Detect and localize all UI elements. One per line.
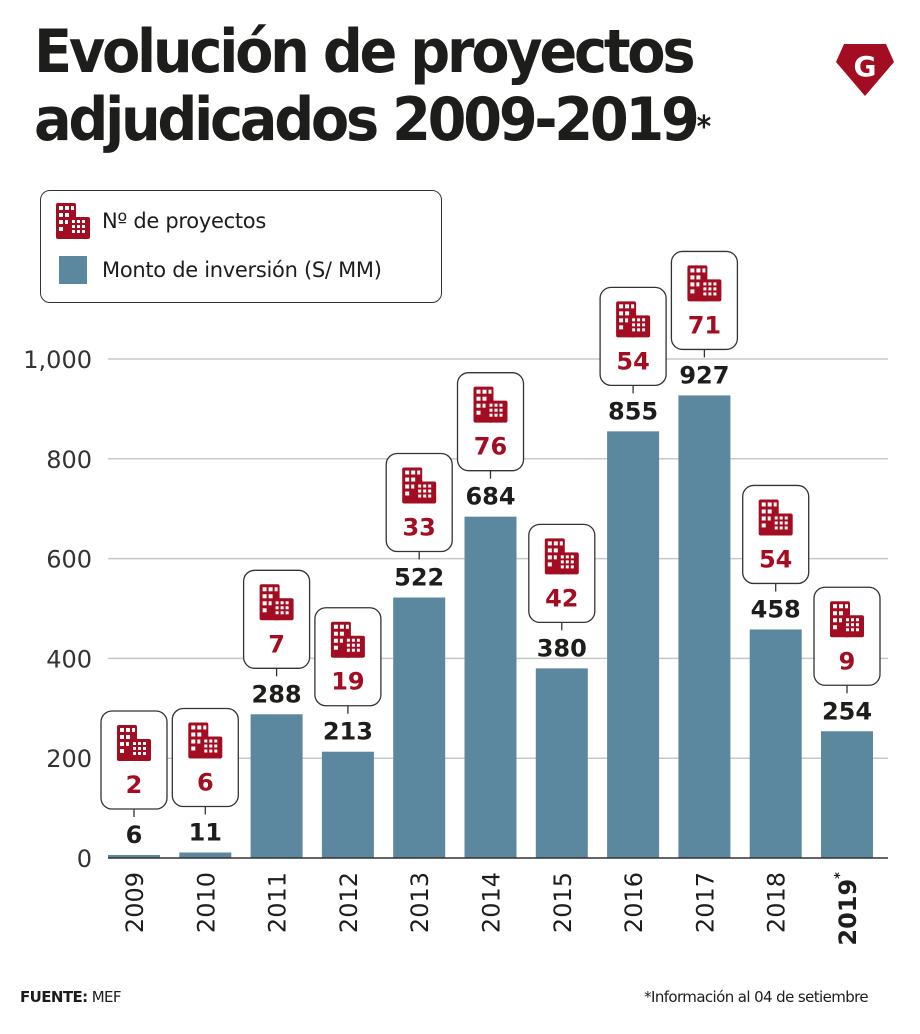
- bar-2010: [179, 852, 232, 858]
- source-value: MEF: [91, 988, 122, 1006]
- value-label: 458: [751, 595, 801, 623]
- bar-2018: [749, 629, 802, 858]
- value-label: 380: [537, 634, 587, 662]
- legend-label-investment: Monto de inversión (S/ MM): [102, 258, 382, 282]
- bar-2019: [821, 731, 873, 858]
- value-label: 11: [189, 819, 222, 847]
- projects-label: 33: [402, 514, 435, 542]
- buildings-icon: [616, 301, 651, 338]
- buildings-icon: [830, 601, 864, 638]
- x-tick-label: 2012: [335, 872, 363, 933]
- y-tick-label: 400: [46, 645, 92, 673]
- title-line-2: adjudicados 2009-2019*: [34, 85, 712, 155]
- x-tick-label: 2017: [691, 872, 719, 933]
- y-tick-label: 0: [77, 845, 92, 873]
- projects-label: 54: [616, 347, 649, 375]
- legend-label-projects: Nº de proyectos: [102, 209, 266, 233]
- source-label: FUENTE:: [20, 988, 88, 1006]
- buildings-icon: [330, 621, 365, 658]
- title-line-1: Evolución de proyectos: [34, 17, 696, 87]
- bar-2015: [535, 668, 588, 858]
- y-tick-label: 800: [46, 446, 92, 474]
- buildings-icon: [117, 725, 151, 762]
- source-note: FUENTE: MEF: [20, 988, 122, 1006]
- bar-2016: [607, 431, 660, 858]
- value-label: 522: [394, 564, 444, 592]
- svg-text:G: G: [854, 50, 877, 83]
- value-label: 254: [822, 697, 872, 725]
- buildings-icon: [687, 265, 722, 302]
- chart-legend: Nº de proyectos Monto de inversión (S/ M…: [40, 190, 442, 303]
- bar-2013: [393, 597, 446, 858]
- projects-label: 71: [688, 311, 721, 339]
- legend-item-projects: Nº de proyectos: [56, 203, 266, 239]
- title-asterisk: *: [696, 110, 712, 145]
- x-tick-label: 2011: [264, 872, 292, 933]
- y-tick-label: 200: [46, 745, 92, 773]
- bar-chart: 0 200 400 600 800 1,000 6 2 2009 11 6 2010 288 7 2011 2…: [23, 250, 888, 946]
- value-label: 6: [126, 821, 143, 849]
- y-tick-label: 600: [46, 546, 92, 574]
- projects-label: 54: [759, 545, 792, 573]
- x-tick-label: 2019*: [833, 872, 862, 946]
- projects-label: 76: [474, 433, 507, 461]
- chart-title: Evolución de proyectos adjudicados 2009-…: [34, 18, 797, 154]
- value-label: 855: [608, 397, 658, 425]
- buildings-icon: [758, 499, 793, 536]
- value-label: 684: [465, 483, 515, 511]
- projects-label: 9: [839, 647, 856, 675]
- buildings-icon: [259, 584, 294, 621]
- bar-2014: [464, 516, 517, 858]
- projects-label: 6: [197, 769, 214, 797]
- buildings-icon: [56, 203, 90, 239]
- buildings-icon: [473, 386, 508, 423]
- x-tick-label: 2018: [763, 872, 791, 933]
- x-tick-label: 2015: [549, 872, 577, 933]
- x-tick-label: 2009: [121, 872, 149, 933]
- x-tick-label: 2016: [620, 872, 648, 933]
- y-tick-label: 1,000: [23, 346, 92, 374]
- bar-2012: [321, 751, 374, 858]
- footnote: *Información al 04 de setiembre: [644, 988, 868, 1006]
- legend-item-investment: Monto de inversión (S/ MM): [56, 256, 382, 284]
- value-label: 213: [323, 718, 373, 746]
- projects-label: 19: [331, 668, 364, 696]
- bar-2011: [250, 714, 303, 858]
- value-label: 927: [679, 361, 729, 389]
- buildings-icon: [188, 722, 223, 759]
- buildings-icon: [544, 538, 579, 575]
- value-label: 288: [252, 680, 302, 708]
- x-tick-label: 2014: [478, 872, 506, 933]
- projects-label: 7: [268, 630, 285, 658]
- projects-label: 42: [545, 584, 578, 612]
- brand-logo-icon: G: [836, 44, 894, 96]
- buildings-icon: [402, 467, 437, 504]
- bar-2017: [678, 395, 731, 858]
- x-tick-label: 2010: [192, 872, 220, 933]
- bar-2009: [108, 855, 160, 858]
- projects-label: 2: [126, 771, 143, 799]
- investment-swatch-icon: [59, 256, 87, 284]
- x-tick-label: 2013: [406, 872, 434, 933]
